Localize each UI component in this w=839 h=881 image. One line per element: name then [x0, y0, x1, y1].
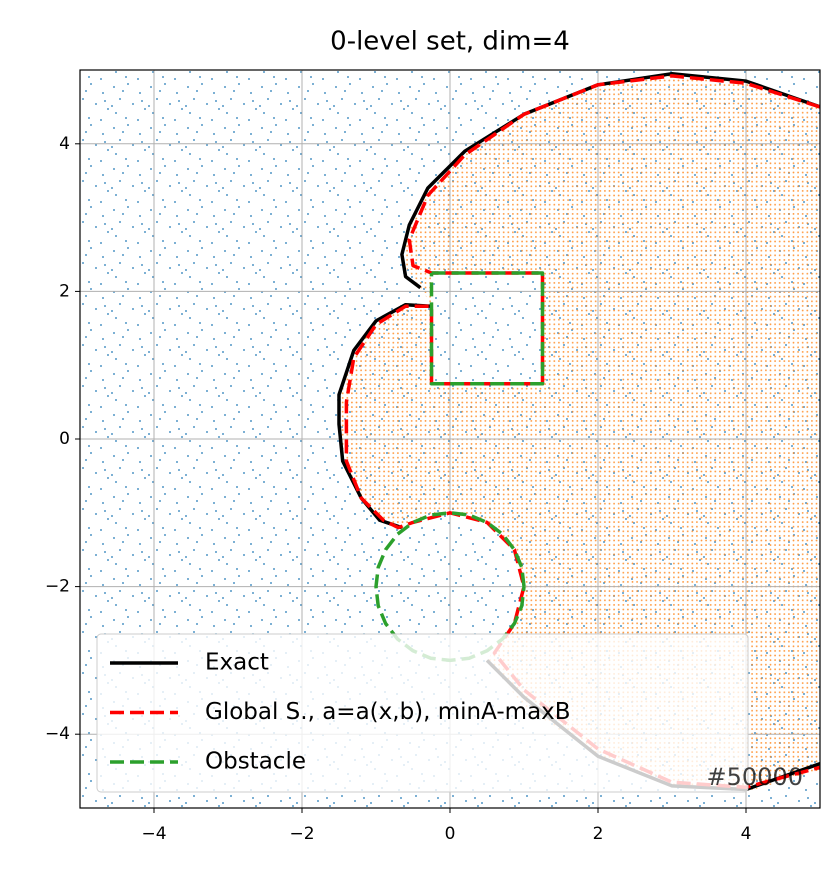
- legend-label: Exact: [205, 650, 269, 676]
- y-tick-label: −2: [45, 577, 70, 597]
- y-tick-label: 0: [59, 429, 70, 449]
- y-tick-label: 2: [59, 281, 70, 301]
- annotation: #50000: [707, 763, 803, 791]
- y-tick-label: 4: [59, 134, 70, 154]
- legend-label: Global S., a=a(x,b), minA-maxB: [205, 699, 571, 725]
- legend-label: Obstacle: [205, 749, 306, 775]
- x-tick-label: 4: [741, 824, 752, 844]
- x-tick-label: 2: [593, 824, 604, 844]
- x-tick-label: 0: [445, 824, 456, 844]
- series-line: [344, 74, 820, 790]
- legend-box: [96, 633, 749, 793]
- x-tick-label: −2: [289, 824, 314, 844]
- x-tick-label: −4: [141, 824, 166, 844]
- y-tick-label: −4: [45, 724, 70, 744]
- ticks: −4 −2 0 2 4 −4 −2 0 2 4: [45, 134, 751, 844]
- chart-title: 0-level set, dim=4: [330, 27, 570, 57]
- region-points: [339, 74, 820, 792]
- legend: Exact Global S., a=a(x,b), minA-maxB Obsta…: [96, 633, 749, 793]
